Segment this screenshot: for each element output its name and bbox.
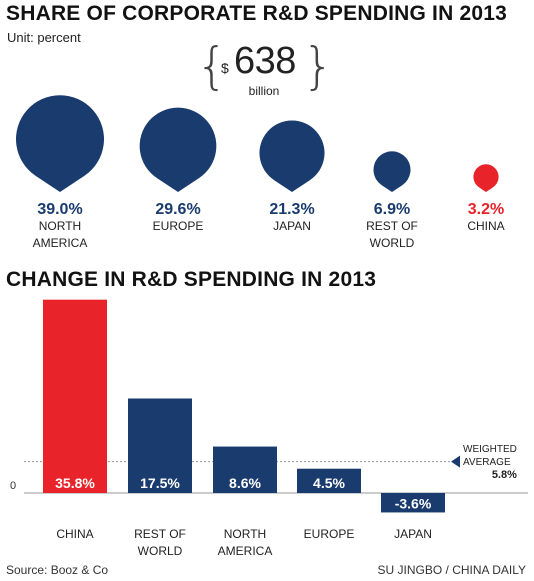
pin-region: NORTH AMERICA <box>32 219 88 250</box>
bar-rest-of-world <box>128 398 192 493</box>
pin-region: REST OF WORLD <box>366 219 418 250</box>
pin-china <box>473 164 499 192</box>
weighted-average-arrow-icon <box>451 455 460 468</box>
bar-europe <box>297 468 361 493</box>
bar-category-japan: JAPAN <box>394 527 432 541</box>
pin-value: 39.0% <box>37 201 83 218</box>
bar-china <box>43 299 107 493</box>
share-chart-title: SHARE OF CORPORATE R&D SPENDING IN 2013 <box>6 2 507 25</box>
pin-north-america <box>16 95 105 192</box>
bar-value-china: 35.8% <box>55 475 95 491</box>
total-spending-callout: { $ 638 billion } <box>196 38 336 102</box>
total-unit: billion <box>248 84 280 98</box>
bar-japan <box>381 493 445 513</box>
change-chart-title: CHANGE IN R&D SPENDING IN 2013 <box>6 268 377 291</box>
pin-rest-of-world <box>373 151 411 192</box>
weighted-average-label: WEIGHTED AVERAGE 5.8% <box>463 443 517 482</box>
bar-value-europe: 4.5% <box>313 475 345 491</box>
pin-value: 29.6% <box>155 201 201 218</box>
pin-region: JAPAN <box>273 219 311 233</box>
pin-label-north-america: 39.0% NORTH AMERICA <box>5 201 115 252</box>
pin-region: EUROPE <box>152 219 204 233</box>
left-brace-icon: { <box>196 37 228 95</box>
pin-label-europe: 29.6% EUROPE <box>123 201 233 235</box>
unit-label: Unit: percent <box>7 30 81 45</box>
bar-north-america <box>213 446 277 493</box>
pin-japan <box>259 120 325 192</box>
bar-value-north-america: 8.6% <box>229 475 261 491</box>
bar-category-rest-of-world: REST OF WORLD <box>134 527 186 558</box>
source-note: Source: Booz & Co <box>6 563 109 577</box>
zero-axis-label: 0 <box>10 480 17 492</box>
bar-category-north-america: NORTH AMERICA <box>217 527 273 558</box>
pin-europe <box>139 107 217 192</box>
pin-label-china: 3.2% CHINA <box>431 201 534 235</box>
bar-category-europe: EUROPE <box>303 527 355 541</box>
bar-value-rest-of-world: 17.5% <box>140 475 180 491</box>
pin-value: 21.3% <box>269 201 315 218</box>
pin-region: CHINA <box>467 219 505 233</box>
bar-category-china: CHINA <box>56 527 94 541</box>
weighted-average-line1: WEIGHTED <box>463 444 517 455</box>
pin-value: 6.9% <box>373 201 411 218</box>
bar-value-japan: -3.6% <box>395 495 432 511</box>
right-brace-icon: } <box>302 37 334 95</box>
currency-symbol: $ <box>221 60 229 76</box>
weighted-average-line2: AVERAGE <box>463 457 511 468</box>
weighted-average-value: 5.8% <box>491 469 517 481</box>
pin-value: 3.2% <box>467 201 505 218</box>
pin-label-rest-of-world: 6.9% REST OF WORLD <box>337 201 447 252</box>
pin-label-japan: 21.3% JAPAN <box>237 201 347 235</box>
credit-note: SU JINGBO / CHINA DAILY <box>377 563 526 577</box>
total-amount: 638 <box>234 40 296 82</box>
